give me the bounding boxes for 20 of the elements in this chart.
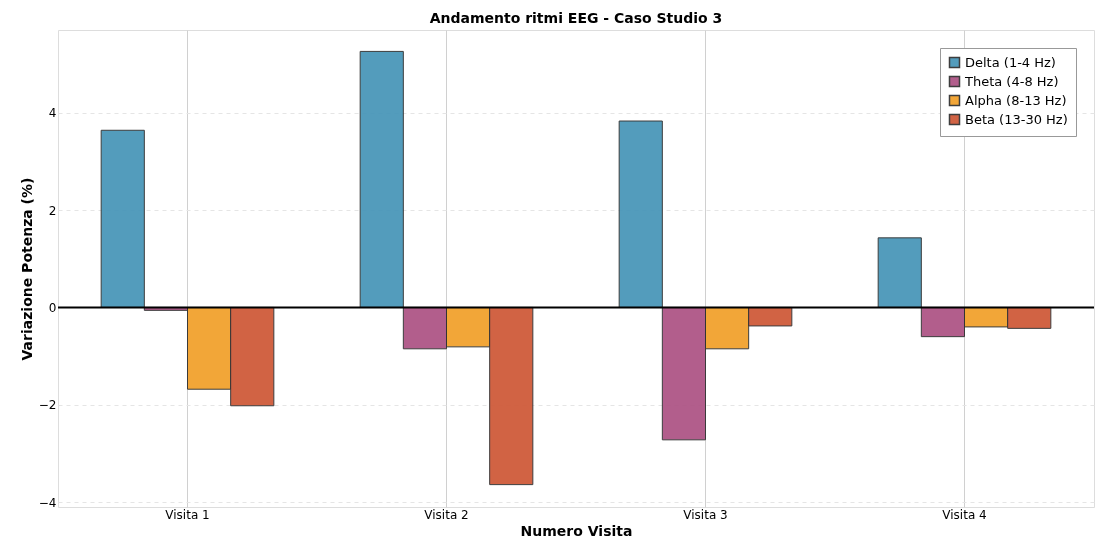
chart-title: Andamento ritmi EEG - Caso Studio 3 [429,10,723,26]
bar [100,129,145,308]
legend-label: Alpha (8-13 Hz) [965,92,1067,108]
bar [359,50,404,308]
legend-label: Beta (13-30 Hz) [965,111,1068,127]
y-tick-label: 2 [48,203,57,218]
x-tick-label: Visita 1 [165,507,210,522]
bar [877,237,922,308]
y-axis-title: Variazione Potenza (%) [18,177,35,361]
y-tick-label: 0 [48,300,57,315]
x-tick-label: Visita 3 [683,507,728,522]
legend-label: Delta (1-4 Hz) [965,54,1056,70]
x-tick-label: Visita 2 [424,507,469,522]
y-tick-label: −2 [38,398,57,413]
x-axis-title: Numero Visita [520,522,633,539]
y-tick-label: −4 [38,495,57,510]
bar [618,120,663,308]
y-tick-label: 4 [48,106,57,121]
legend-label: Theta (4-8 Hz) [964,73,1059,89]
x-tick-label: Visita 4 [942,507,987,522]
